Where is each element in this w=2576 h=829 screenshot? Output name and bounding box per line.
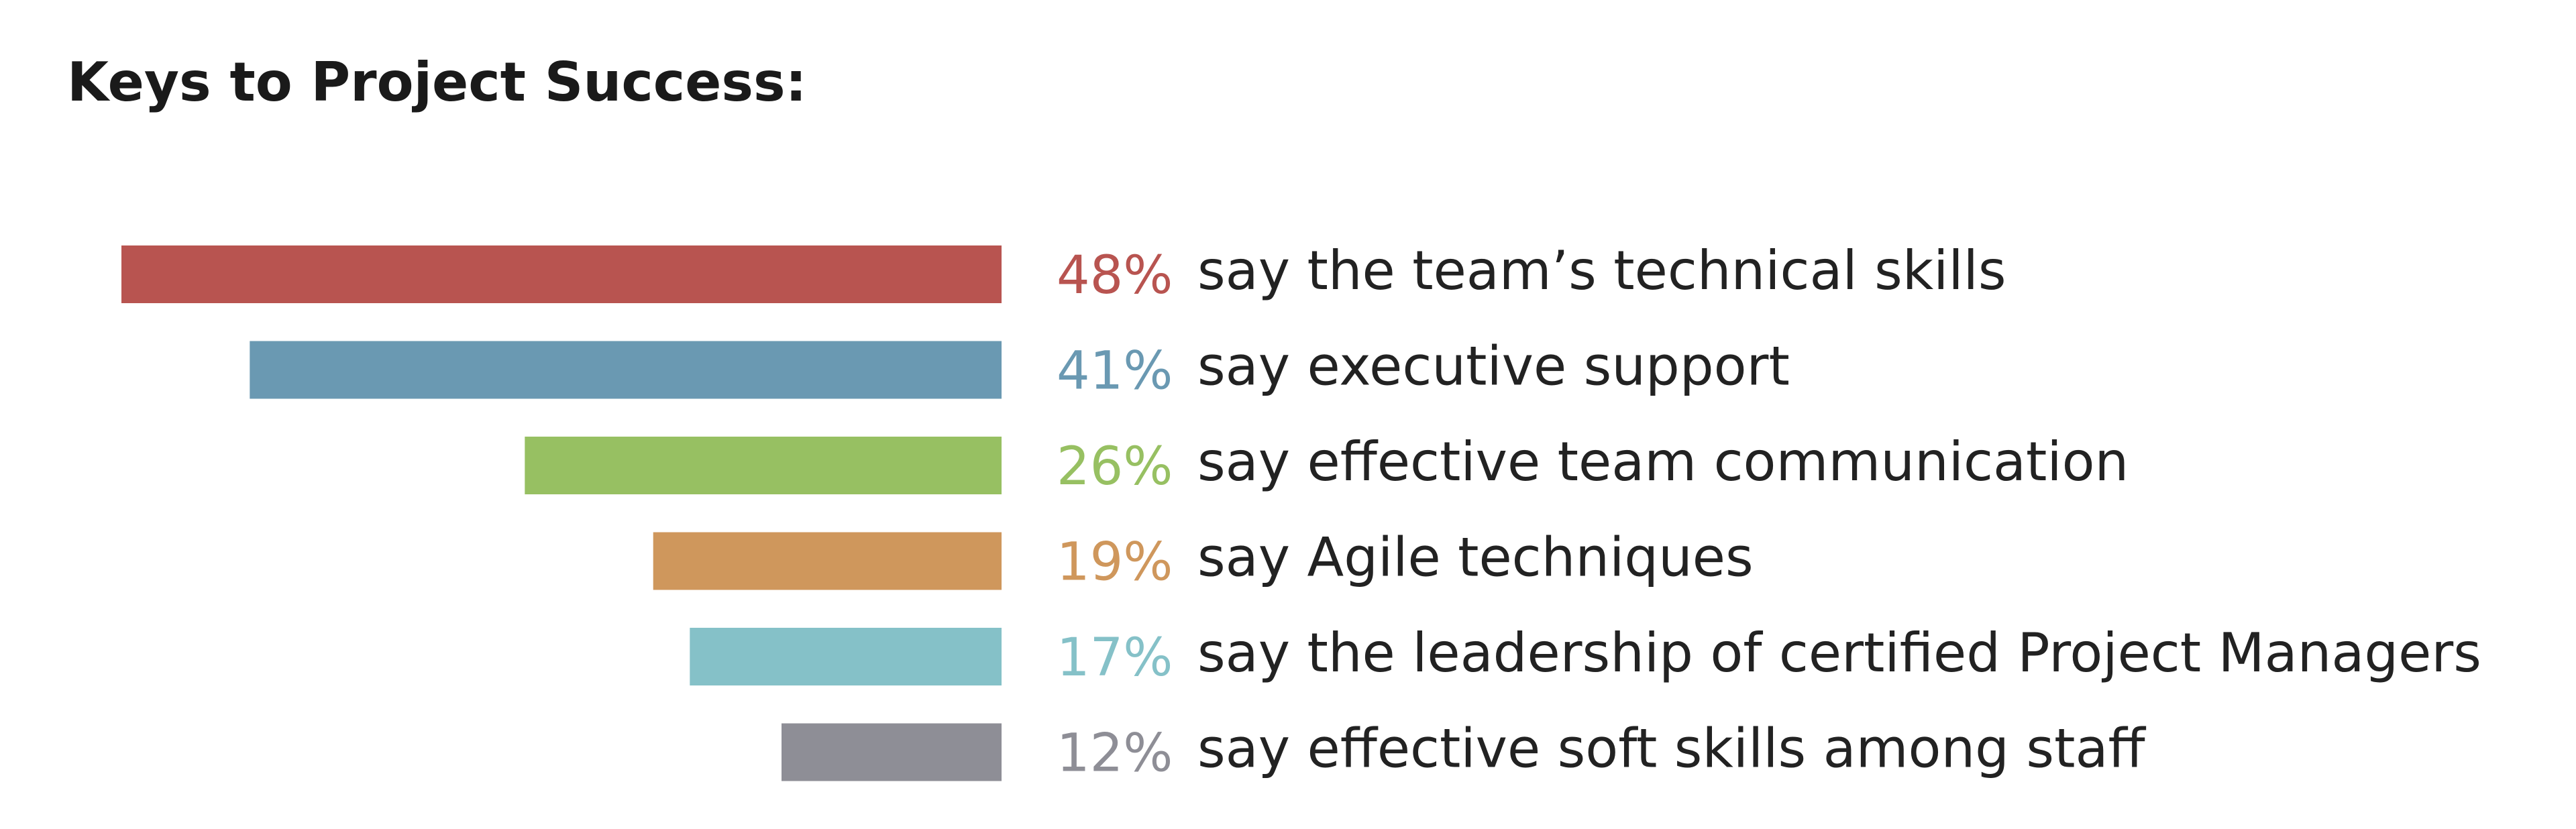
chart-title: Keys to Project Success: [67, 51, 807, 113]
value-label: 12% [1057, 724, 1173, 784]
value-label: 41% [1057, 341, 1173, 402]
description-label: say executive support [1197, 335, 1790, 398]
description-label: say effective soft skills among staff [1197, 718, 2146, 780]
bar-12pct [782, 723, 1002, 781]
value-label: 19% [1057, 533, 1173, 593]
bar-41pct [250, 341, 1002, 399]
description-label: say Agile techniques [1197, 527, 1754, 589]
description-label: say the team’s technical skills [1197, 239, 2006, 302]
description-label: say the leadership of certified Project … [1197, 622, 2481, 684]
bar-17pct [690, 628, 1002, 685]
value-label: 26% [1057, 437, 1173, 497]
bar-48pct [121, 245, 1002, 303]
value-label: 48% [1057, 245, 1173, 306]
bars-group: 48% say the team’s technical skills 41% say… [121, 239, 2481, 784]
value-label: 17% [1057, 628, 1173, 688]
description-label: say effective team communication [1197, 431, 2129, 493]
bar-26pct [525, 437, 1002, 494]
bar-19pct [653, 532, 1002, 590]
